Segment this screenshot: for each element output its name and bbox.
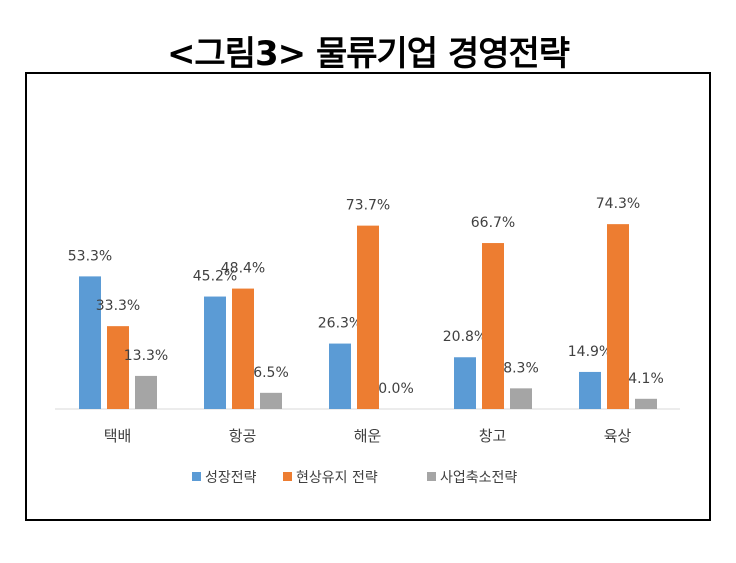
x-tick-label-3: 창고 bbox=[479, 427, 507, 445]
bar-0-2 bbox=[135, 375, 157, 409]
data-label-4-2: 4.1% bbox=[628, 371, 664, 387]
data-label-0-2: 13.3% bbox=[124, 348, 168, 364]
data-label-2-1: 73.7% bbox=[346, 198, 390, 214]
data-label-0-0: 53.3% bbox=[68, 248, 112, 264]
x-tick-label-2: 해운 bbox=[354, 427, 382, 445]
bar-4-0 bbox=[579, 371, 601, 409]
data-label-4-1: 74.3% bbox=[596, 196, 640, 212]
bar-1-0 bbox=[204, 296, 226, 409]
bar-0-0 bbox=[79, 276, 101, 409]
data-label-2-0: 26.3% bbox=[318, 316, 362, 332]
data-label-1-0: 45.2% bbox=[193, 269, 237, 285]
bar-1-2 bbox=[260, 392, 282, 409]
bar-2-1 bbox=[357, 225, 379, 409]
data-label-3-1: 66.7% bbox=[471, 215, 515, 231]
data-label-3-2: 8.3% bbox=[503, 360, 539, 376]
bar-4-2 bbox=[635, 398, 657, 409]
legend-label-2: 사업축소전략 bbox=[440, 470, 517, 486]
legend-swatch-1 bbox=[283, 472, 292, 481]
legend-swatch-0 bbox=[192, 472, 201, 481]
bar-4-1 bbox=[607, 224, 629, 409]
data-label-1-1: 48.4% bbox=[221, 261, 265, 277]
legend-label-1: 현상유지 전략 bbox=[296, 470, 378, 486]
chart-frame bbox=[25, 72, 711, 521]
data-label-0-1: 33.3% bbox=[96, 298, 140, 314]
legend-swatch-2 bbox=[427, 472, 436, 481]
bar-3-2 bbox=[510, 388, 532, 409]
x-tick-label-0: 택배 bbox=[104, 427, 132, 445]
data-label-2-2: 0.0% bbox=[378, 381, 414, 397]
bar-0-1 bbox=[107, 326, 129, 409]
legend-label-0: 성장전략 bbox=[205, 470, 257, 486]
data-label-4-0: 14.9% bbox=[568, 344, 612, 360]
x-tick-label-4: 육상 bbox=[604, 427, 632, 445]
bar-1-1 bbox=[232, 288, 254, 409]
x-tick-label-1: 항공 bbox=[229, 427, 257, 445]
bar-3-1 bbox=[482, 243, 504, 409]
data-label-1-2: 6.5% bbox=[253, 365, 289, 381]
bar-3-0 bbox=[454, 357, 476, 409]
chart-title: <그림3> 물류기업 경영전략 bbox=[166, 34, 570, 74]
bar-2-0 bbox=[329, 343, 351, 409]
data-label-3-0: 20.8% bbox=[443, 329, 487, 345]
